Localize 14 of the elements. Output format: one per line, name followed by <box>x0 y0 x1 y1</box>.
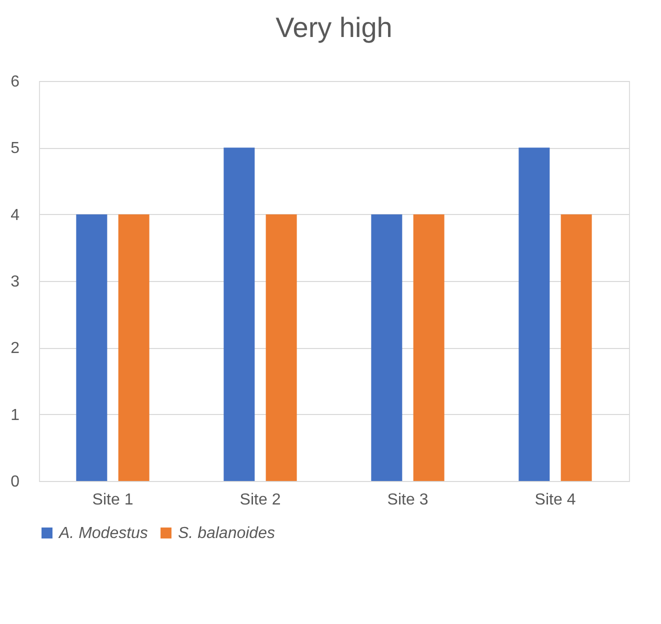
x-tick-label: Site 4 <box>534 492 576 508</box>
legend-label: S. balanoides <box>178 525 275 542</box>
legend-label: A. Modestus <box>58 525 148 542</box>
x-tick-label: Site 2 <box>240 492 281 508</box>
y-tick-label: 1 <box>10 406 20 424</box>
y-tick-label: 3 <box>10 274 20 290</box>
x-tick-label: Site 1 <box>92 492 134 508</box>
y-tick-label: 4 <box>10 206 20 224</box>
x-tick-label: Site 3 <box>387 492 428 508</box>
y-tick-label: 0 <box>10 474 20 490</box>
chart-title: Very high <box>276 12 392 43</box>
y-tick-label: 2 <box>10 340 20 358</box>
y-tick-label: 6 <box>10 74 20 90</box>
y-tick-label: 5 <box>10 140 20 158</box>
